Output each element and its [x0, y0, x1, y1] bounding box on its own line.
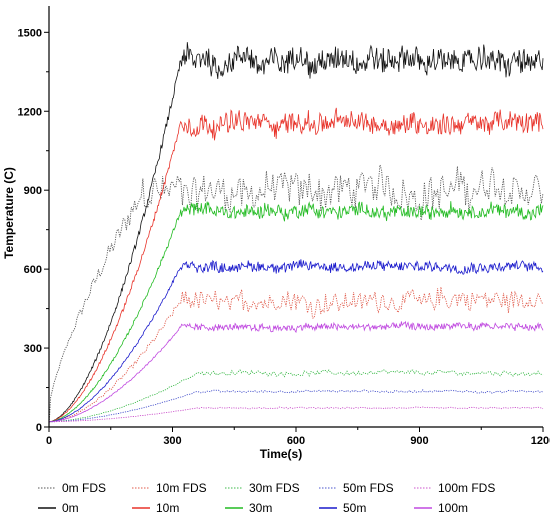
legend-label: 10m FDS: [156, 481, 207, 495]
legend-label: 0m: [62, 501, 79, 515]
x-tick-label: 0: [46, 435, 52, 447]
y-tick-label: 1500: [18, 27, 42, 39]
y-tick-label: 1200: [18, 106, 42, 118]
y-tick-label: 600: [24, 264, 42, 276]
legend: 0m FDS 10m FDS 30m FDS 50m FDS 100m FDS 0m 10m…: [38, 481, 495, 515]
legend-label: 30m FDS: [249, 481, 300, 495]
x-tick-label: 300: [163, 435, 181, 447]
legend-label: 0m FDS: [62, 481, 106, 495]
series-line-30m: [49, 201, 544, 423]
series-line-100m-fds: [49, 406, 544, 423]
series-line-30m-fds: [49, 369, 544, 423]
plot-series: [48, 42, 544, 428]
x-tick-label: 1200: [531, 435, 550, 447]
series-line-50m: [49, 259, 544, 423]
x-tick-label: 900: [410, 435, 428, 447]
y-axis-title: Temperature (C): [2, 167, 16, 259]
series-line-10m: [49, 107, 544, 423]
series-line-50m-fds: [49, 389, 544, 423]
legend-label: 10m: [156, 501, 179, 515]
series-line-100m: [49, 320, 544, 423]
y-tick-label: 900: [24, 185, 42, 197]
legend-label: 100m: [438, 501, 468, 515]
series-line-0m-fds: [48, 164, 544, 428]
y-tick-label: 0: [36, 422, 42, 434]
legend-label: 30m: [249, 501, 272, 515]
x-axis-title: Time(s): [260, 447, 302, 461]
axes: 0 300 600 900 1200 0 300 600 900 1200 1500: [18, 6, 550, 447]
y-tick-label: 300: [24, 343, 42, 355]
series-line-0m: [49, 42, 544, 423]
legend-label: 50m: [343, 501, 366, 515]
x-tick-label: 600: [287, 435, 305, 447]
legend-label: 100m FDS: [438, 481, 495, 495]
legend-label: 50m FDS: [343, 481, 394, 495]
series-line-10m-fds: [49, 286, 544, 423]
